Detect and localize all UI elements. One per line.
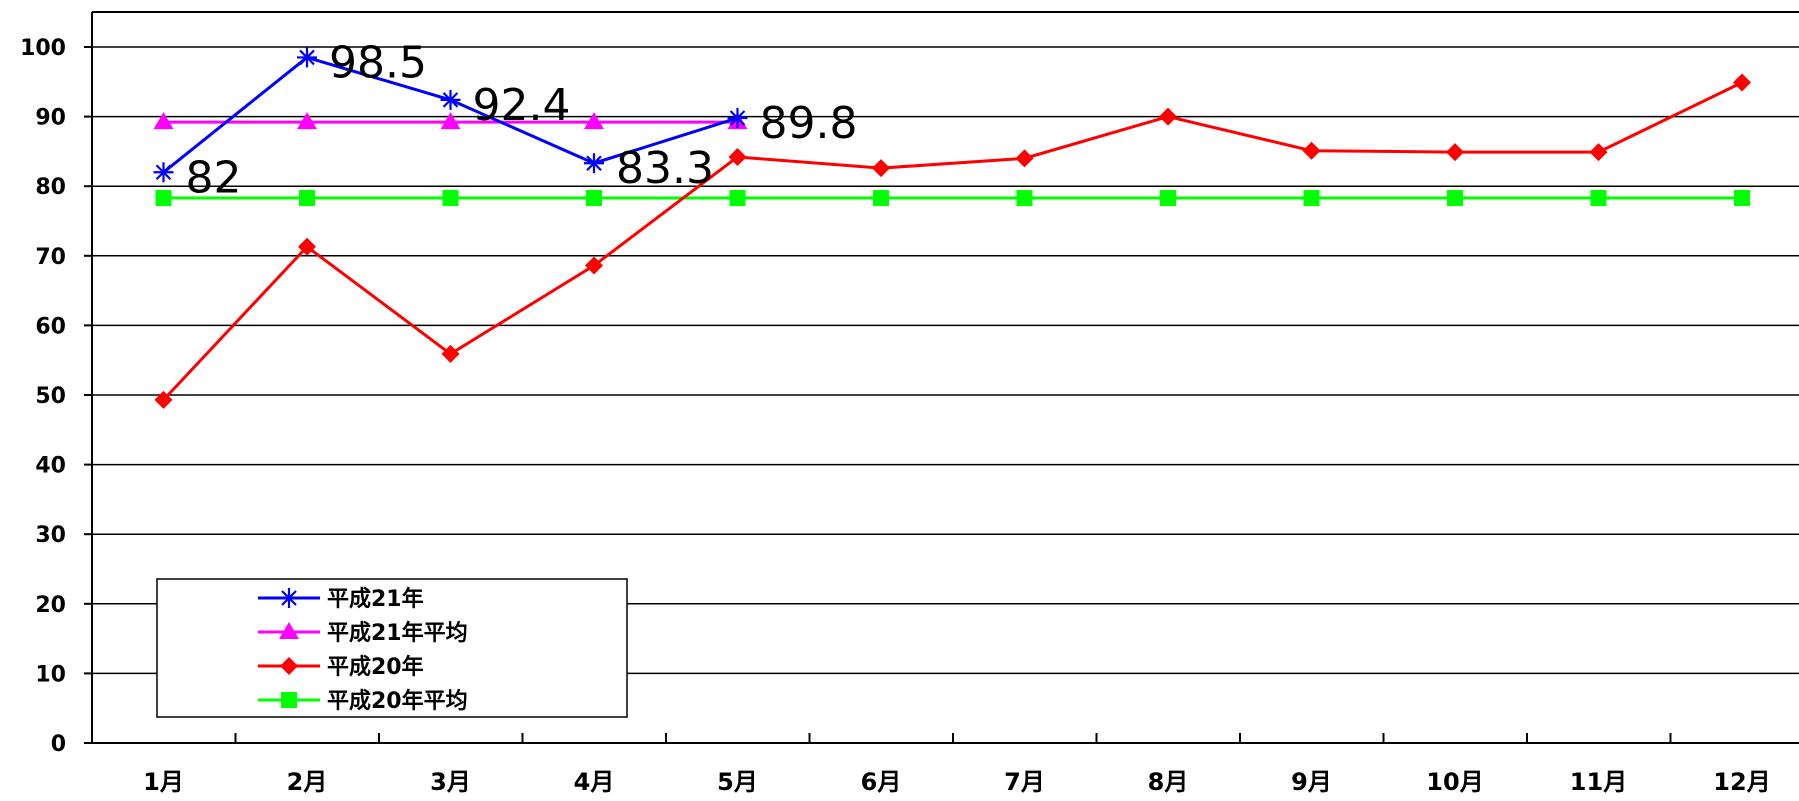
- legend-marker: [280, 657, 298, 675]
- legend-marker: [279, 588, 299, 608]
- legend-marker: [281, 692, 297, 708]
- x-tick-label: 6月: [861, 768, 902, 796]
- series-0: [153, 47, 748, 183]
- legend-marker: [279, 622, 299, 639]
- y-tick-label: 60: [35, 314, 66, 339]
- data-point: [1733, 73, 1751, 92]
- data-point: [440, 89, 461, 110]
- series-1: [153, 112, 748, 130]
- x-tick-label: 10月: [1426, 768, 1483, 796]
- y-tick-label: 30: [35, 523, 66, 548]
- x-tick-label: 8月: [1148, 768, 1189, 796]
- data-label: 89.8: [760, 98, 858, 149]
- y-tick-label: 90: [35, 106, 66, 131]
- x-tick-label: 7月: [1004, 768, 1045, 796]
- data-point: [297, 47, 317, 68]
- data-point: [1015, 149, 1034, 168]
- x-tick-label: 11月: [1570, 768, 1627, 796]
- legend-label: 平成21年: [327, 586, 424, 612]
- data-point: [153, 112, 174, 130]
- legend-label: 平成21年平均: [327, 620, 468, 646]
- x-tick-label: 9月: [1291, 768, 1332, 796]
- y-tick-label: 40: [35, 454, 66, 479]
- data-point: [153, 162, 174, 183]
- x-tick-label: 4月: [574, 768, 615, 796]
- data-point: [1446, 143, 1464, 162]
- data-point: [1303, 190, 1320, 207]
- legend-item: 平成21年平均: [258, 620, 468, 646]
- x-tick-label: 12月: [1713, 768, 1770, 796]
- y-tick-label: 80: [35, 175, 66, 200]
- series-2: [154, 73, 1751, 409]
- data-point: [155, 190, 172, 207]
- data-point: [1160, 190, 1176, 207]
- data-point: [1590, 190, 1607, 207]
- data-point: [729, 190, 746, 207]
- y-tick-label: 0: [51, 732, 66, 757]
- y-tick-label: 50: [35, 384, 66, 409]
- data-point: [154, 390, 173, 409]
- data-point: [441, 344, 460, 363]
- data-point: [1016, 190, 1033, 207]
- y-tick-label: 100: [20, 36, 66, 61]
- y-tick-label: 20: [35, 593, 66, 618]
- legend-box: [156, 578, 628, 718]
- data-point: [1302, 141, 1321, 160]
- data-point: [297, 112, 317, 130]
- x-tick-label: 5月: [717, 768, 758, 796]
- y-tick-label: 70: [35, 245, 66, 270]
- data-label: 92.4: [473, 80, 571, 131]
- x-tick-label: 3月: [430, 768, 471, 796]
- data-point: [442, 190, 459, 207]
- data-point: [873, 190, 889, 207]
- x-tick-label: 2月: [287, 768, 328, 796]
- data-point: [298, 237, 316, 256]
- legend-item: 平成20年: [258, 654, 424, 680]
- data-point: [1447, 190, 1463, 207]
- legend-label: 平成20年: [327, 654, 424, 680]
- x-tick-label: 1月: [143, 768, 184, 796]
- data-point: [728, 147, 747, 166]
- data-point: [299, 190, 315, 207]
- data-point: [584, 112, 604, 130]
- series-3: [155, 190, 1750, 207]
- data-point: [1734, 190, 1750, 207]
- data-label: 83.3: [616, 143, 714, 194]
- data-point: [872, 159, 890, 178]
- data-point: [585, 256, 603, 275]
- series-line: [162, 81, 1743, 401]
- legend-item: 平成21年: [258, 586, 424, 612]
- y-tick-label: 10: [35, 662, 66, 687]
- data-point: [1159, 107, 1177, 126]
- data-point: [727, 107, 748, 128]
- data-point: [1589, 143, 1608, 162]
- data-label: 98.5: [329, 37, 427, 88]
- data-point: [586, 190, 602, 207]
- legend-label: 平成20年平均: [327, 688, 468, 714]
- data-label: 82: [186, 152, 242, 203]
- data-point: [440, 112, 461, 130]
- legend-item: 平成20年平均: [258, 688, 468, 714]
- data-point: [584, 153, 604, 174]
